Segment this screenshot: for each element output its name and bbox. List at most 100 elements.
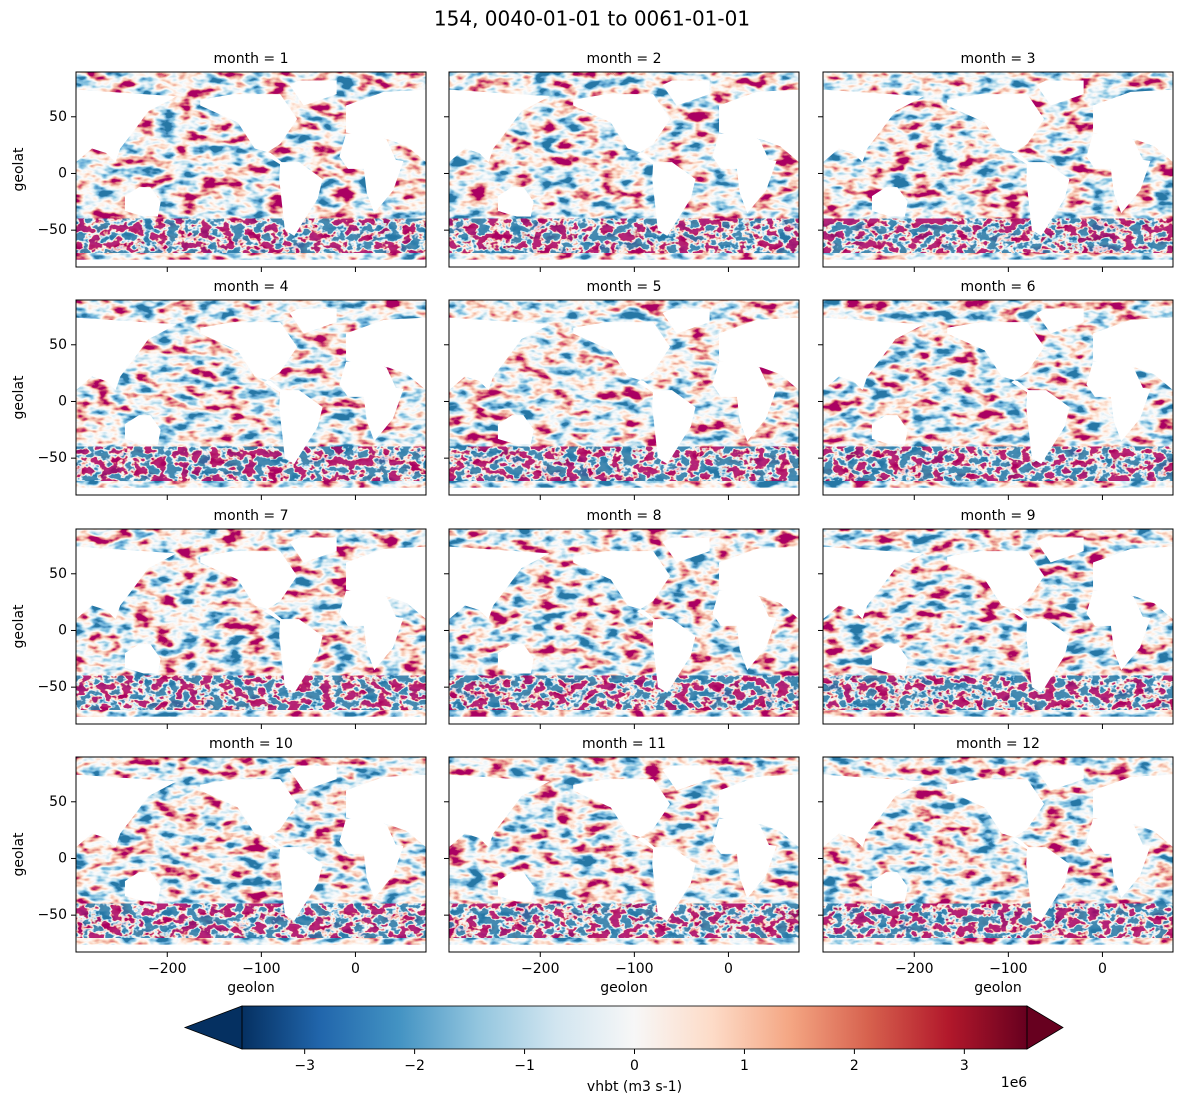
land <box>947 779 1045 850</box>
y-axis-label: geolat <box>11 147 27 192</box>
y-tick-label: 50 <box>49 337 67 353</box>
axes-frame <box>448 299 800 496</box>
southern-ocean-field <box>823 446 1173 481</box>
panel-title: month = 7 <box>214 508 289 524</box>
map <box>449 757 799 952</box>
land <box>449 774 550 848</box>
panel-title: month = 4 <box>214 279 289 295</box>
panel-title: month = 8 <box>587 508 662 524</box>
land <box>339 816 404 899</box>
y-tick-label: 50 <box>49 566 67 582</box>
map <box>823 72 1173 267</box>
land <box>652 162 696 236</box>
land <box>871 415 908 445</box>
land <box>289 80 337 106</box>
land <box>719 546 799 620</box>
land <box>947 551 1045 622</box>
axes-frame <box>75 756 427 953</box>
land <box>124 872 161 902</box>
land <box>823 944 1173 952</box>
land <box>719 89 799 163</box>
land <box>346 317 426 391</box>
map <box>449 529 799 724</box>
colorbar-tick-label: −1 <box>514 1058 535 1074</box>
y-tick-label: −50 <box>37 679 67 695</box>
colorbar-tick-label: 1 <box>740 1058 749 1074</box>
land <box>289 308 337 334</box>
land <box>1026 390 1070 464</box>
land <box>719 774 799 848</box>
axes-frame <box>822 756 1174 953</box>
x-tick-label: −200 <box>148 961 186 977</box>
x-tick-label: −100 <box>242 961 280 977</box>
y-tick-label: −50 <box>37 907 67 923</box>
southern-ocean-field <box>76 903 426 938</box>
map <box>823 757 1173 952</box>
x-axis-label: geolon <box>227 980 274 996</box>
land <box>449 317 550 391</box>
colorbar-tick-label: 2 <box>850 1058 859 1074</box>
land <box>449 259 799 267</box>
land <box>200 322 298 393</box>
colorbar-extend-high <box>1026 1005 1064 1050</box>
map <box>76 72 426 267</box>
land <box>279 162 323 236</box>
land <box>719 317 799 391</box>
southern-ocean-field <box>76 675 426 710</box>
land <box>289 765 337 791</box>
land <box>1036 308 1084 334</box>
southern-ocean-field <box>823 675 1173 710</box>
x-tick-label: −100 <box>615 961 653 977</box>
land <box>76 259 426 267</box>
land <box>871 644 908 674</box>
land <box>497 644 534 674</box>
land <box>1086 131 1151 214</box>
panel-title: month = 6 <box>961 279 1036 295</box>
land <box>947 94 1045 165</box>
x-tick-label: 0 <box>724 961 733 977</box>
land <box>823 546 924 620</box>
land <box>573 779 671 850</box>
land <box>1093 89 1173 163</box>
land <box>124 415 161 445</box>
land <box>1093 546 1173 620</box>
colorbar-tick-label: −2 <box>404 1058 425 1074</box>
land <box>823 259 1173 267</box>
land <box>662 537 710 563</box>
land <box>871 187 908 217</box>
land <box>573 322 671 393</box>
land <box>497 187 534 217</box>
southern-ocean-field <box>76 218 426 253</box>
land <box>823 774 924 848</box>
land <box>497 872 534 902</box>
y-tick-label: −50 <box>37 222 67 238</box>
land <box>662 765 710 791</box>
land <box>76 317 177 391</box>
axes-frame <box>75 299 427 496</box>
land <box>279 847 323 921</box>
x-tick-label: 0 <box>351 961 360 977</box>
axes-frame <box>75 71 427 268</box>
land <box>124 187 161 217</box>
panel-title: month = 11 <box>582 736 666 752</box>
land <box>76 716 426 724</box>
panel-title: month = 9 <box>961 508 1036 524</box>
colorbar-tick-label: 3 <box>960 1058 969 1074</box>
colorbar-extend-low <box>183 1005 243 1050</box>
land <box>573 94 671 165</box>
land <box>76 546 177 620</box>
southern-ocean-field <box>449 903 799 938</box>
land <box>449 487 799 495</box>
land <box>497 415 534 445</box>
panel-title: month = 5 <box>587 279 662 295</box>
axes-frame <box>448 528 800 725</box>
y-axis-label: geolat <box>11 375 27 420</box>
land <box>124 644 161 674</box>
axes-frame <box>448 71 800 268</box>
x-axis-label: geolon <box>600 980 647 996</box>
figure-title: 154, 0040-01-01 to 0061-01-01 <box>434 7 750 31</box>
land <box>76 774 177 848</box>
land <box>76 487 426 495</box>
land <box>200 94 298 165</box>
